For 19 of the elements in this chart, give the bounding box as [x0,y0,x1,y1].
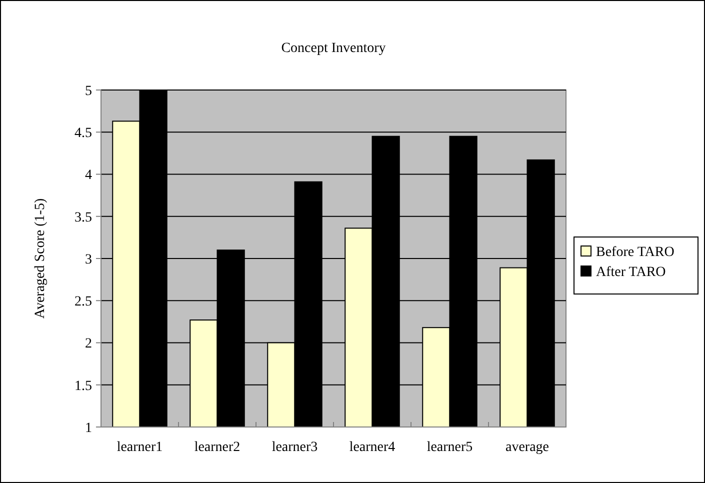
x-tick-label: learner3 [272,440,318,455]
y-axis-title: Averaged Score (1-5) [33,198,48,319]
y-tick-label: 2 [85,336,92,352]
y-tick-label: 2.5 [74,294,92,310]
x-tick-label: learner4 [349,440,396,455]
y-tick-label: 4 [85,168,92,184]
x-tick-label: average [505,440,550,455]
x-tick-label: learner1 [116,440,163,455]
y-tick-label: 1.5 [74,378,92,394]
legend-label: After TARO [596,264,666,280]
y-tick-label: 3 [85,252,92,268]
chart-title: Concept Inventory [281,41,386,56]
y-tick-label: 3.5 [74,210,92,226]
legend-label: Before TARO [596,244,674,260]
y-tick-label: 4.5 [74,126,92,142]
y-tick-label: 5 [85,84,92,99]
x-tick-label: learner5 [426,440,473,455]
y-tick-label: 1 [85,420,92,436]
x-tick-label: learner2 [194,440,240,455]
